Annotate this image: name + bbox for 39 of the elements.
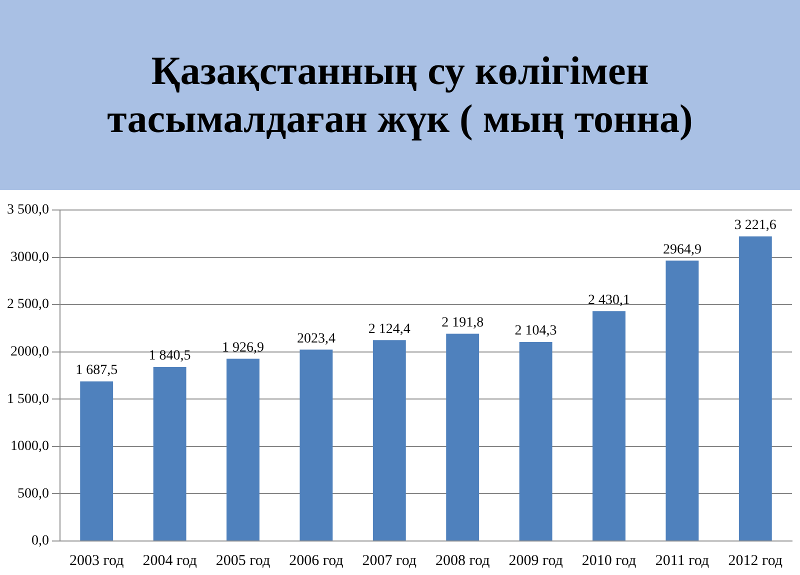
x-tick-label: 2005 год [216,552,270,569]
x-tick-label: 2012 год [728,552,783,569]
data-label: 1 687,5 [76,363,118,378]
data-label: 2 191,8 [442,315,484,330]
bar [666,260,699,540]
bar [519,342,552,540]
bar [153,366,186,540]
y-tick-label: 2 500,0 [7,297,49,312]
y-tick-label: 500,0 [18,486,49,502]
data-label: 2 104,3 [514,324,557,339]
y-tick-label: 1 500,0 [7,392,49,407]
x-tick-label: 2008 год [435,552,490,569]
data-label: 1 926,9 [222,340,264,356]
y-tick-label: 1000,0 [10,439,49,454]
y-tick-label: 2000,0 [10,344,49,360]
bar [738,236,772,540]
data-label: 1 840,5 [148,348,191,364]
x-tick-label: 2006 год [289,552,344,569]
data-label: 3 221,6 [734,218,776,233]
bar [592,311,626,540]
y-tick-label: 0,0 [32,534,49,549]
bar [300,350,333,540]
bar [226,358,260,540]
x-tick-label: 2011 год [655,552,710,569]
x-tick-label: 2007 год [362,552,417,569]
x-tick-label: 2010 год [582,552,636,569]
y-tick-label: 3000,0 [10,250,49,265]
x-tick-label: 2009 год [508,552,564,569]
x-tick-label: 2004 год [142,552,198,569]
bar [80,381,114,540]
data-label: 2964,9 [662,242,702,258]
y-tick-label: 3 500,0 [7,202,49,218]
bar [446,334,480,540]
data-label: 2 124,4 [368,322,410,337]
chart-title: Қазақстанның су көлігімен тасымалдаған жүк ( мың тонна) [106,47,694,143]
data-label: 2 430,1 [588,292,630,308]
data-label: 2023,4 [296,331,336,346]
x-tick-label: 2003 год [69,552,124,569]
bar [372,340,406,540]
